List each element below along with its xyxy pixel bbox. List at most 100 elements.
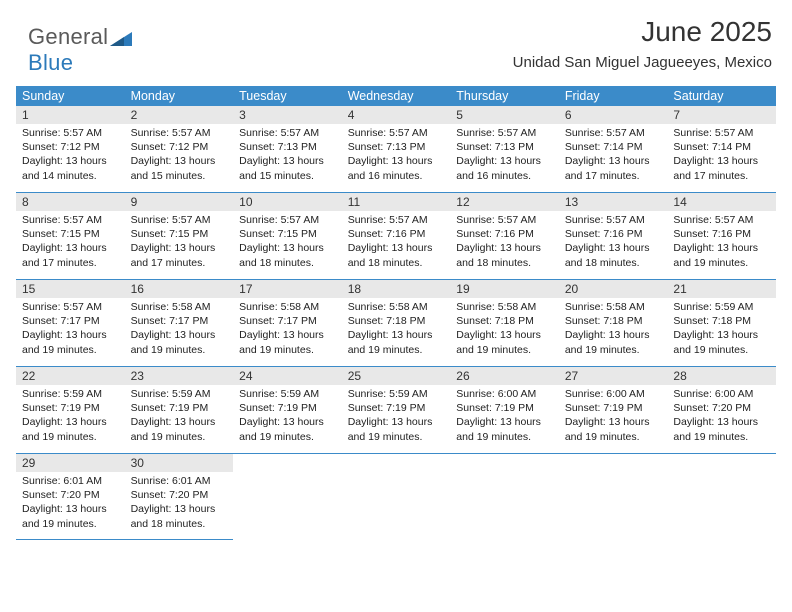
calendar-cell: 11Sunrise: 5:57 AMSunset: 7:16 PMDayligh… [342, 193, 451, 279]
calendar-cell [667, 454, 776, 540]
day-number: 19 [450, 280, 559, 298]
day-heading: Saturday [667, 86, 776, 106]
cell-body: Sunrise: 5:58 AMSunset: 7:18 PMDaylight:… [342, 298, 451, 361]
sunrise-line: Sunrise: 5:57 AM [348, 213, 446, 227]
cell-body: Sunrise: 5:57 AMSunset: 7:13 PMDaylight:… [233, 124, 342, 187]
sunset-line: Sunset: 7:12 PM [131, 140, 229, 154]
daylight-line: Daylight: 13 hours and 16 minutes. [348, 154, 446, 182]
sunset-line: Sunset: 7:15 PM [131, 227, 229, 241]
sunset-line: Sunset: 7:17 PM [131, 314, 229, 328]
sunset-line: Sunset: 7:20 PM [673, 401, 771, 415]
day-number: 14 [667, 193, 776, 211]
sunrise-line: Sunrise: 5:59 AM [673, 300, 771, 314]
sunset-line: Sunset: 7:20 PM [22, 488, 120, 502]
day-number: 11 [342, 193, 451, 211]
sunset-line: Sunset: 7:16 PM [673, 227, 771, 241]
calendar-cell: 20Sunrise: 5:58 AMSunset: 7:18 PMDayligh… [559, 280, 668, 366]
calendar-cell: 8Sunrise: 5:57 AMSunset: 7:15 PMDaylight… [16, 193, 125, 279]
sunrise-line: Sunrise: 5:59 AM [348, 387, 446, 401]
brand-mark-icon [110, 32, 132, 46]
calendar-cell: 24Sunrise: 5:59 AMSunset: 7:19 PMDayligh… [233, 367, 342, 453]
daylight-line: Daylight: 13 hours and 18 minutes. [239, 241, 337, 269]
cell-body: Sunrise: 6:00 AMSunset: 7:20 PMDaylight:… [667, 385, 776, 448]
cell-body: Sunrise: 5:57 AMSunset: 7:13 PMDaylight:… [342, 124, 451, 187]
sunrise-line: Sunrise: 5:59 AM [131, 387, 229, 401]
calendar-week: 8Sunrise: 5:57 AMSunset: 7:15 PMDaylight… [16, 193, 776, 280]
cell-body: Sunrise: 5:57 AMSunset: 7:12 PMDaylight:… [125, 124, 234, 187]
brand-logo: General Blue [28, 24, 132, 76]
cell-body: Sunrise: 5:59 AMSunset: 7:19 PMDaylight:… [342, 385, 451, 448]
calendar-week: 22Sunrise: 5:59 AMSunset: 7:19 PMDayligh… [16, 367, 776, 454]
daylight-line: Daylight: 13 hours and 17 minutes. [22, 241, 120, 269]
calendar-cell: 10Sunrise: 5:57 AMSunset: 7:15 PMDayligh… [233, 193, 342, 279]
brand-part2: Blue [28, 50, 73, 75]
daylight-line: Daylight: 13 hours and 19 minutes. [673, 415, 771, 443]
daylight-line: Daylight: 13 hours and 19 minutes. [239, 328, 337, 356]
calendar-cell: 22Sunrise: 5:59 AMSunset: 7:19 PMDayligh… [16, 367, 125, 453]
day-number: 9 [125, 193, 234, 211]
sunrise-line: Sunrise: 5:59 AM [22, 387, 120, 401]
day-heading: Friday [559, 86, 668, 106]
day-number: 3 [233, 106, 342, 124]
sunrise-line: Sunrise: 5:58 AM [456, 300, 554, 314]
sunset-line: Sunset: 7:20 PM [131, 488, 229, 502]
cell-body: Sunrise: 5:59 AMSunset: 7:19 PMDaylight:… [16, 385, 125, 448]
cell-body: Sunrise: 5:57 AMSunset: 7:13 PMDaylight:… [450, 124, 559, 187]
sunset-line: Sunset: 7:14 PM [673, 140, 771, 154]
sunset-line: Sunset: 7:14 PM [565, 140, 663, 154]
day-number: 2 [125, 106, 234, 124]
daylight-line: Daylight: 13 hours and 19 minutes. [673, 328, 771, 356]
cell-body: Sunrise: 5:57 AMSunset: 7:15 PMDaylight:… [233, 211, 342, 274]
calendar-cell: 15Sunrise: 5:57 AMSunset: 7:17 PMDayligh… [16, 280, 125, 366]
daylight-line: Daylight: 13 hours and 19 minutes. [565, 415, 663, 443]
calendar-cell [342, 454, 451, 540]
sunrise-line: Sunrise: 5:58 AM [565, 300, 663, 314]
cell-body: Sunrise: 5:57 AMSunset: 7:14 PMDaylight:… [667, 124, 776, 187]
calendar-cell: 17Sunrise: 5:58 AMSunset: 7:17 PMDayligh… [233, 280, 342, 366]
sunset-line: Sunset: 7:13 PM [456, 140, 554, 154]
sunset-line: Sunset: 7:15 PM [22, 227, 120, 241]
sunset-line: Sunset: 7:16 PM [565, 227, 663, 241]
day-number: 25 [342, 367, 451, 385]
calendar-cell: 28Sunrise: 6:00 AMSunset: 7:20 PMDayligh… [667, 367, 776, 453]
daylight-line: Daylight: 13 hours and 15 minutes. [131, 154, 229, 182]
calendar-cell: 19Sunrise: 5:58 AMSunset: 7:18 PMDayligh… [450, 280, 559, 366]
daylight-line: Daylight: 13 hours and 19 minutes. [565, 328, 663, 356]
daylight-line: Daylight: 13 hours and 18 minutes. [456, 241, 554, 269]
calendar-cell: 23Sunrise: 5:59 AMSunset: 7:19 PMDayligh… [125, 367, 234, 453]
day-number: 26 [450, 367, 559, 385]
day-number: 12 [450, 193, 559, 211]
sunrise-line: Sunrise: 5:58 AM [348, 300, 446, 314]
cell-body: Sunrise: 5:57 AMSunset: 7:15 PMDaylight:… [16, 211, 125, 274]
day-number: 8 [16, 193, 125, 211]
sunset-line: Sunset: 7:18 PM [348, 314, 446, 328]
sunrise-line: Sunrise: 5:57 AM [565, 213, 663, 227]
cell-body: Sunrise: 5:58 AMSunset: 7:17 PMDaylight:… [233, 298, 342, 361]
calendar-cell: 3Sunrise: 5:57 AMSunset: 7:13 PMDaylight… [233, 106, 342, 192]
sunset-line: Sunset: 7:19 PM [131, 401, 229, 415]
daylight-line: Daylight: 13 hours and 18 minutes. [131, 502, 229, 530]
calendar-cell: 2Sunrise: 5:57 AMSunset: 7:12 PMDaylight… [125, 106, 234, 192]
calendar-week: 29Sunrise: 6:01 AMSunset: 7:20 PMDayligh… [16, 454, 776, 540]
sunset-line: Sunset: 7:16 PM [456, 227, 554, 241]
daylight-line: Daylight: 13 hours and 16 minutes. [456, 154, 554, 182]
cell-body: Sunrise: 5:59 AMSunset: 7:19 PMDaylight:… [125, 385, 234, 448]
calendar-cell: 30Sunrise: 6:01 AMSunset: 7:20 PMDayligh… [125, 454, 234, 540]
daylight-line: Daylight: 13 hours and 19 minutes. [22, 502, 120, 530]
sunset-line: Sunset: 7:18 PM [673, 314, 771, 328]
sunset-line: Sunset: 7:19 PM [565, 401, 663, 415]
cell-body: Sunrise: 5:57 AMSunset: 7:17 PMDaylight:… [16, 298, 125, 361]
cell-body: Sunrise: 5:59 AMSunset: 7:19 PMDaylight:… [233, 385, 342, 448]
calendar-cell: 12Sunrise: 5:57 AMSunset: 7:16 PMDayligh… [450, 193, 559, 279]
sunrise-line: Sunrise: 6:00 AM [565, 387, 663, 401]
daylight-line: Daylight: 13 hours and 19 minutes. [348, 328, 446, 356]
sunrise-line: Sunrise: 5:59 AM [239, 387, 337, 401]
day-number: 1 [16, 106, 125, 124]
day-number: 13 [559, 193, 668, 211]
day-number: 18 [342, 280, 451, 298]
daylight-line: Daylight: 13 hours and 15 minutes. [239, 154, 337, 182]
sunrise-line: Sunrise: 5:57 AM [239, 213, 337, 227]
sunrise-line: Sunrise: 5:58 AM [239, 300, 337, 314]
sunrise-line: Sunrise: 5:57 AM [131, 126, 229, 140]
calendar-day-header: Sunday Monday Tuesday Wednesday Thursday… [16, 86, 776, 106]
